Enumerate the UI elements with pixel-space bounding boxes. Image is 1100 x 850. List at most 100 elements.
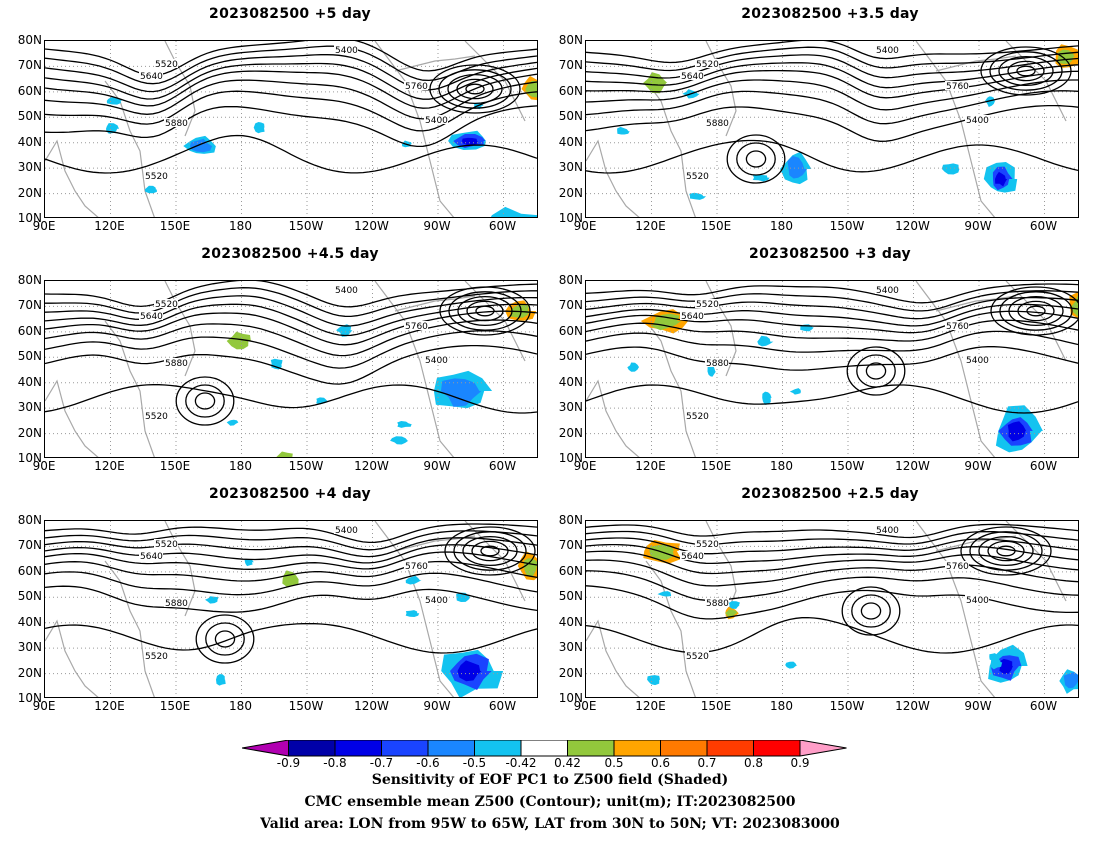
lat-tick-label: 80N — [558, 33, 583, 47]
contour-label: 5640 — [681, 72, 704, 82]
z500-contours — [45, 41, 537, 174]
contour-label: 5880 — [165, 119, 188, 129]
lat-tick-label: 20N — [558, 425, 583, 440]
caption-line-3: Valid area: LON from 95W to 65W, LAT fro… — [260, 816, 840, 832]
colorbar-segment — [427, 740, 475, 757]
contour-label: 5640 — [681, 312, 704, 322]
panel-title: 2023082500 +3.5 day — [741, 6, 919, 22]
colorbar-segment — [613, 740, 661, 757]
contour-label: 5400 — [966, 116, 989, 126]
lon-tick-label: 60W — [1029, 459, 1058, 473]
lat-tick-label: 60N — [558, 83, 583, 98]
lon-tick-label: 120E — [635, 219, 666, 233]
lon-tick-label: 90W — [423, 459, 451, 473]
colorbar-segment — [334, 740, 382, 757]
lat-tick-label: 40N — [17, 374, 42, 389]
lon-tick-label: 150E — [159, 219, 191, 233]
lat-tick-label: 30N — [17, 160, 42, 175]
contour-label: 5400 — [335, 526, 358, 536]
map-panel: 5400 5520 5640 5760 5880 5400 5520 — [44, 280, 538, 458]
sensitivity-shading — [643, 539, 1078, 694]
colorbar-segment — [799, 740, 847, 757]
colorbar-label: 0.8 — [743, 756, 764, 770]
coastline — [586, 41, 1067, 217]
lon-tick-label: 60W — [1029, 219, 1058, 233]
lat-tick-label: 20N — [17, 185, 42, 200]
lat-tick-label: 70N — [558, 298, 583, 313]
contour-label: 5640 — [140, 72, 163, 82]
map-panel: 5400 5520 5640 5760 5880 5400 5520 — [44, 520, 538, 698]
lat-tick-label: 60N — [17, 83, 42, 98]
lat-tick-label: 20N — [558, 185, 583, 200]
lon-tick-label: 180 — [229, 219, 252, 233]
lon-tick-label: 90E — [573, 459, 597, 473]
lat-tick-label: 40N — [17, 614, 42, 629]
contour-label: 5400 — [425, 116, 448, 126]
colorbar-segment — [753, 740, 801, 757]
lon-tick-label: 150E — [700, 699, 732, 713]
contour-labels: 5400 5520 5640 5760 5880 5400 5520 — [139, 525, 448, 662]
contour-label: 5640 — [681, 552, 704, 562]
lat-tick-label: 40N — [558, 374, 583, 389]
lon-tick-label: 90W — [964, 699, 992, 713]
lon-tick-label: 150W — [288, 459, 324, 473]
z500-contours — [586, 523, 1078, 654]
colorbar-label: 0.7 — [697, 756, 717, 770]
lon-tick-label: 150E — [700, 219, 732, 233]
colorbar-segment — [660, 740, 708, 757]
lon-tick-label: 90W — [423, 699, 451, 713]
lat-tick-label: 60N — [17, 563, 42, 578]
lon-tick-label: 90E — [573, 219, 597, 233]
colorbar-label: -0.6 — [416, 756, 440, 770]
lat-tick-label: 30N — [17, 400, 42, 415]
contour-label: 5640 — [140, 312, 163, 322]
lat-tick-label: 20N — [558, 665, 583, 680]
lat-tick-label: 20N — [17, 425, 42, 440]
lat-tick-label: 50N — [17, 109, 42, 124]
contour-label: 5880 — [165, 599, 188, 609]
contour-label: 5760 — [405, 562, 428, 572]
colorbar-segment — [474, 740, 522, 757]
contour-label: 5520 — [686, 652, 709, 662]
lon-tick-label: 120W — [895, 699, 930, 713]
contour-label: 5520 — [696, 300, 719, 310]
contour-label: 5520 — [155, 300, 178, 310]
colorbar — [242, 740, 847, 757]
sensitivity-shading — [226, 300, 537, 457]
grid — [586, 521, 1078, 697]
colorbar-segment — [567, 740, 615, 757]
lat-tick-label: 30N — [17, 640, 42, 655]
lat-tick-label: 10N — [558, 691, 583, 705]
lon-tick-label: 120W — [354, 219, 389, 233]
lon-tick-label: 150E — [700, 459, 732, 473]
lat-tick-label: 80N — [17, 33, 42, 47]
colorbar-segment — [520, 740, 568, 757]
lon-tick-label: 90W — [423, 219, 451, 233]
lon-tick-label: 180 — [770, 699, 793, 713]
colorbar-label: -0.8 — [323, 756, 347, 770]
lat-tick-label: 40N — [558, 614, 583, 629]
contour-label: 5880 — [706, 359, 729, 369]
contour-label: 5400 — [425, 356, 448, 366]
contour-labels: 5400 5520 5640 5760 5880 5400 5520 — [680, 45, 989, 182]
lat-tick-label: 10N — [17, 451, 42, 465]
contour-label: 5400 — [335, 46, 358, 56]
sensitivity-shading — [205, 551, 537, 697]
lat-tick-label: 40N — [17, 134, 42, 149]
lat-tick-label: 50N — [17, 349, 42, 364]
lon-tick-label: 150W — [288, 699, 324, 713]
lon-tick-label: 150W — [829, 219, 865, 233]
lon-tick-label: 120E — [94, 699, 125, 713]
lat-tick-label: 60N — [17, 323, 42, 338]
lon-tick-label: 180 — [229, 699, 252, 713]
z500-contours — [586, 283, 1078, 414]
lat-tick-label: 10N — [558, 451, 583, 465]
panel-title: 2023082500 +5 day — [209, 6, 371, 22]
map-panel: 5400 5520 5640 5760 5880 5400 5520 — [44, 40, 538, 218]
contour-label: 5400 — [876, 286, 899, 296]
lat-tick-label: 30N — [558, 640, 583, 655]
coastline — [45, 41, 526, 217]
lon-tick-label: 150E — [159, 459, 191, 473]
grid — [45, 521, 537, 697]
contour-label: 5640 — [140, 552, 163, 562]
